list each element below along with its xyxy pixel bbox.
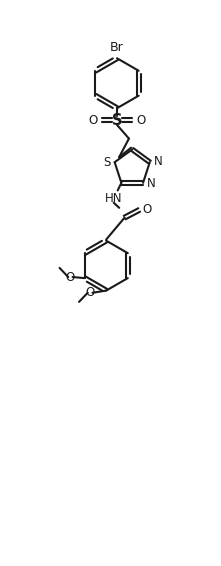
Text: S: S [112, 113, 122, 127]
Text: Br: Br [110, 41, 124, 54]
Text: O: O [137, 114, 146, 127]
Text: O: O [85, 286, 95, 299]
Text: O: O [88, 114, 97, 127]
Text: S: S [103, 156, 111, 169]
Text: N: N [154, 155, 162, 168]
Text: O: O [66, 271, 75, 284]
Text: O: O [142, 204, 151, 216]
Text: HN: HN [105, 191, 122, 204]
Text: N: N [147, 177, 156, 190]
